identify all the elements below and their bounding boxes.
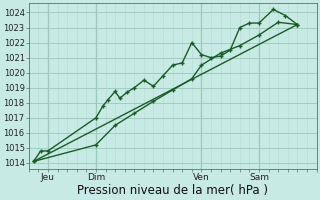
X-axis label: Pression niveau de la mer( hPa ): Pression niveau de la mer( hPa ) xyxy=(77,184,268,197)
